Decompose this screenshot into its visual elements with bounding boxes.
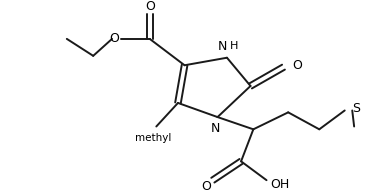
Text: OH: OH xyxy=(270,178,289,191)
Text: N: N xyxy=(217,40,227,53)
Text: O: O xyxy=(109,32,119,45)
Text: O: O xyxy=(292,59,302,72)
Text: S: S xyxy=(352,102,360,115)
Text: O: O xyxy=(201,180,211,193)
Text: O: O xyxy=(145,0,155,13)
Text: N: N xyxy=(211,122,220,135)
Text: methyl: methyl xyxy=(135,133,172,143)
Text: H: H xyxy=(230,41,238,51)
